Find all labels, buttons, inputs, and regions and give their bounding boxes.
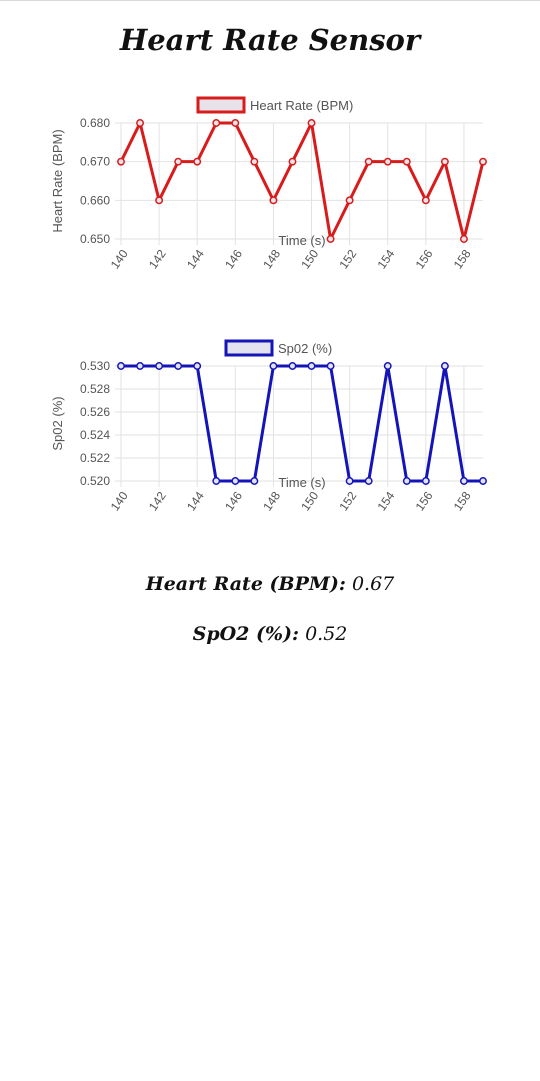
- x-tick-label: 154: [375, 489, 398, 514]
- y-axis-title: Heart Rate (BPM): [50, 129, 65, 232]
- x-tick-label: 152: [336, 489, 359, 514]
- data-point: [288, 157, 297, 166]
- data-point: [307, 119, 316, 127]
- x-tick-label: 142: [146, 489, 169, 514]
- data-point: [402, 157, 411, 166]
- data-point: [174, 157, 183, 166]
- data-point: [421, 196, 430, 205]
- data-point: [326, 235, 335, 243]
- x-tick-label: 152: [336, 247, 359, 272]
- data-point: [421, 477, 430, 485]
- data-point: [364, 157, 373, 166]
- data-point: [212, 477, 221, 485]
- heart-rate-readout-value: 0.67: [351, 573, 395, 595]
- data-point: [136, 362, 145, 370]
- y-tick-label: 0.520: [80, 474, 110, 488]
- data-point: [193, 157, 202, 166]
- data-point: [155, 362, 164, 370]
- data-point: [459, 235, 468, 243]
- data-point: [364, 477, 373, 485]
- y-tick-label: 0.526: [80, 405, 110, 419]
- data-point: [250, 157, 259, 166]
- data-point: [117, 157, 125, 166]
- heart-rate-readout-label: Heart Rate (BPM):: [145, 573, 346, 595]
- data-point: [288, 362, 297, 370]
- x-tick-label: 148: [260, 247, 283, 272]
- data-point: [250, 477, 259, 485]
- spo2-readout: SpO2 (%): 0.52: [0, 623, 540, 645]
- data-point: [269, 362, 278, 370]
- data-point: [479, 157, 487, 166]
- data-point: [117, 362, 125, 370]
- data-point: [193, 362, 202, 370]
- legend-label: Heart Rate (BPM): [250, 98, 353, 113]
- x-tick-label: 154: [375, 247, 398, 272]
- data-point: [440, 362, 449, 370]
- spo2-readout-label: SpO2 (%):: [192, 623, 300, 645]
- data-point: [269, 196, 278, 205]
- data-point: [231, 477, 240, 485]
- legend: Heart Rate (BPM): [196, 96, 353, 114]
- grid: [115, 122, 483, 245]
- data-point: [383, 362, 392, 370]
- data-point: [383, 157, 392, 166]
- x-tick-label: 146: [222, 489, 245, 514]
- x-tick-label: 158: [451, 247, 474, 272]
- x-tick-label: 156: [413, 247, 436, 272]
- data-point: [479, 477, 487, 485]
- legend-label: Sp02 (%): [278, 341, 332, 356]
- data-point: [345, 196, 354, 205]
- y-tick-label: 0.528: [80, 382, 110, 396]
- legend-swatch: [196, 96, 246, 114]
- data-point: [174, 362, 183, 370]
- data-point: [307, 362, 316, 370]
- data-point: [155, 196, 164, 205]
- data-point: [136, 119, 145, 127]
- legend: Sp02 (%): [224, 339, 332, 357]
- data-point: [440, 157, 449, 166]
- legend-swatch: [224, 339, 274, 357]
- series-line: [121, 364, 483, 483]
- series-line: [119, 121, 485, 241]
- x-tick-label: 140: [108, 247, 131, 272]
- x-tick-label: 150: [298, 247, 321, 272]
- data-point: [459, 477, 468, 485]
- y-tick-label: 0.522: [80, 451, 110, 465]
- data-point: [231, 119, 240, 127]
- x-tick-label: 142: [146, 247, 169, 272]
- y-tick-label: 0.524: [80, 428, 110, 442]
- spo2-chart: 0.520 0.522 0.524 0.526 0.528 0.530 140 142 144 1…: [50, 339, 487, 514]
- x-tick-label: 156: [413, 489, 436, 514]
- heart-rate-readout: Heart Rate (BPM): 0.67: [0, 573, 540, 595]
- spo2-readout-value: 0.52: [305, 623, 348, 645]
- data-point: [212, 119, 221, 127]
- x-tick-label: 144: [184, 247, 207, 272]
- y-tick-label: 0.670: [80, 155, 110, 169]
- y-tick-label: 0.650: [80, 232, 110, 246]
- x-tick-label: 146: [222, 247, 245, 272]
- x-tick-label: 158: [451, 489, 474, 514]
- y-axis-title: Sp02 (%): [50, 396, 65, 450]
- x-tick-label: 140: [108, 489, 131, 514]
- y-tick-label: 0.530: [80, 359, 110, 373]
- x-axis-title: Time (s): [278, 475, 325, 490]
- data-point: [345, 477, 354, 485]
- x-tick-label: 148: [260, 489, 283, 514]
- data-point: [402, 477, 411, 485]
- x-axis-title: Time (s): [278, 233, 325, 248]
- data-point: [326, 362, 335, 370]
- heart-rate-chart: 0.650 0.660 0.670 0.680 140 142 144 146 148 150 15…: [50, 96, 487, 272]
- x-tick-label: 150: [298, 489, 321, 514]
- y-tick-label: 0.660: [80, 193, 110, 207]
- x-tick-label: 144: [184, 489, 207, 514]
- page-title: Heart Rate Sensor: [119, 23, 421, 57]
- y-tick-label: 0.680: [80, 116, 110, 130]
